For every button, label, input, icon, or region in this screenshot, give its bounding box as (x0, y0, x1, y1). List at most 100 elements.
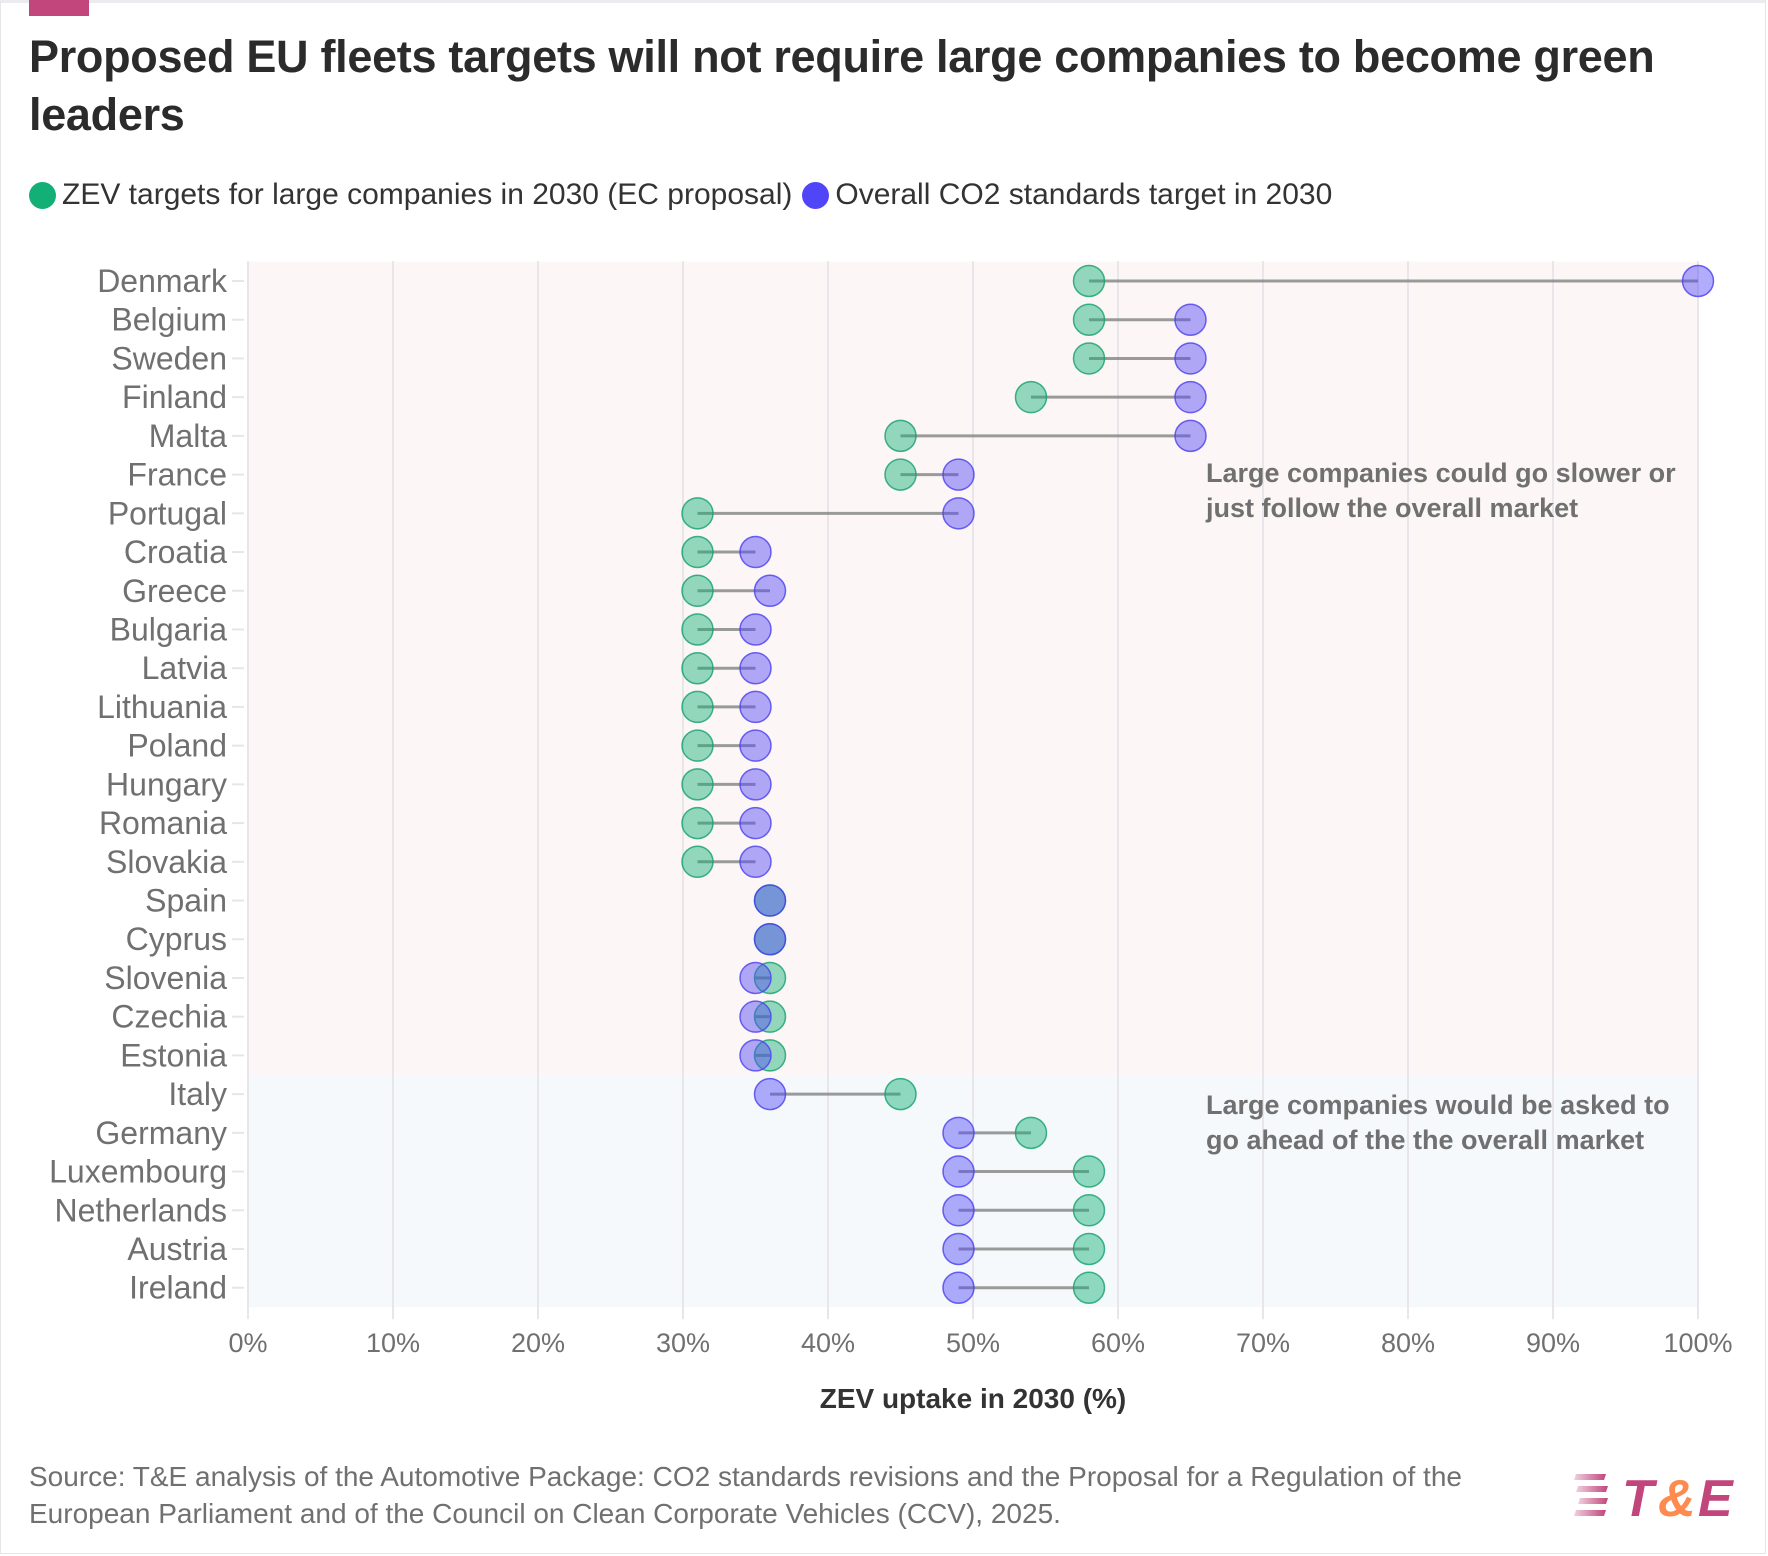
legend-label-zev: ZEV targets for large companies in 2030 … (62, 178, 793, 211)
legend-label-co2: Overall CO2 standards target in 2030 (835, 178, 1333, 211)
legend: ZEV targets for large companies in 2030 … (29, 178, 1342, 212)
zev-target-point (681, 497, 714, 530)
source-note: Source: T&E analysis of the Automotive P… (29, 1461, 1462, 1529)
x-tick-label: 0% (228, 1328, 267, 1358)
co2-target-point (753, 1077, 787, 1111)
legend-dot-zev-icon (29, 181, 56, 209)
zev-target-point (753, 961, 787, 995)
annotation-line: just follow the overall market (1205, 493, 1578, 523)
zev-target-point (1072, 1194, 1106, 1227)
x-axis-labels: 0% 10% 20% 30% 40% 50% 60% 70% 80% 90% 100% (228, 1328, 1732, 1358)
y-tick-label: Lithuania (97, 689, 227, 725)
y-tick-label: Czechia (111, 999, 227, 1035)
co2-target-point (942, 1155, 975, 1188)
zev-target-point (1014, 1116, 1048, 1150)
chart-title: Proposed EU fleets targets will not requ… (29, 31, 1655, 140)
zev-target-point (753, 1039, 787, 1072)
co2-target-point (739, 613, 772, 646)
co2-target-point (739, 768, 772, 801)
annotations: Large companies could go slower or just f… (1205, 458, 1676, 1155)
y-tick-label: Belgium (111, 302, 227, 338)
x-tick-label: 20% (511, 1328, 565, 1358)
co2-target-point (753, 922, 787, 956)
zev-target-point (884, 458, 917, 491)
y-tick-label: Austria (127, 1231, 227, 1267)
y-tick-label: Poland (127, 728, 227, 764)
x-tick-label: 30% (656, 1328, 710, 1358)
connector-lines (697, 279, 1698, 1290)
legend-item-co2[interactable]: Overall CO2 standards target in 2030 (802, 178, 1332, 212)
y-tick-label: Malta (149, 418, 227, 454)
y-tick-label: Estonia (120, 1037, 227, 1073)
co2-target-point (753, 884, 787, 917)
zev-target-point (1072, 1155, 1106, 1188)
y-tick-label: Ireland (129, 1270, 227, 1306)
co2-target-point (942, 1271, 975, 1304)
y-tick-label: Romania (99, 805, 227, 841)
region-annotation: Large companies would be asked to go ahea… (1206, 1090, 1670, 1155)
zev-target-point (1072, 1232, 1106, 1266)
zev-target-point (681, 768, 714, 801)
x-tick-label: 100% (1663, 1328, 1732, 1358)
y-tick-label: Germany (95, 1115, 227, 1151)
y-tick-label: Hungary (106, 766, 227, 802)
y-tick-label: Italy (168, 1076, 227, 1112)
co2-target-point (1174, 419, 1207, 453)
y-tick-label: Slovakia (106, 844, 227, 880)
y-tick-label: Cyprus (126, 921, 227, 957)
legend-item-zev[interactable]: ZEV targets for large companies in 2030 … (29, 178, 792, 212)
zev-target-point (1072, 1271, 1106, 1304)
zev-target-point (681, 845, 714, 879)
y-tick-label: Netherlands (54, 1192, 227, 1228)
co2-target-point (739, 845, 772, 879)
y-tick-label: Denmark (97, 263, 228, 299)
annotation-line: Large companies would be asked to (1206, 1090, 1670, 1120)
zev-target-point (681, 574, 714, 608)
zev-target-point (681, 613, 714, 646)
zev-target-point (1014, 380, 1048, 414)
co2-target-point (739, 729, 772, 762)
co2-target-point (739, 806, 772, 840)
co2-target-point (739, 961, 772, 995)
y-tick-label: Finland (122, 379, 227, 415)
accent-bar (29, 0, 89, 16)
zev-target-point (1072, 303, 1106, 336)
y-tick-label: Sweden (111, 340, 227, 376)
co2-target-point (1174, 380, 1207, 414)
x-axis-title: ZEV uptake in 2030 (%) (820, 1383, 1127, 1414)
x-tick-label: 90% (1526, 1328, 1580, 1358)
te-logo[interactable]: T & E (1574, 1466, 1754, 1522)
zev-target-point (884, 419, 917, 453)
zev-target-point (1072, 264, 1106, 298)
co2-target-point (942, 1194, 975, 1227)
y-tick-label: Portugal (108, 495, 227, 531)
co2-target-point (1174, 342, 1207, 375)
logo-e: E (1698, 1470, 1734, 1522)
co2-target-point (739, 1039, 772, 1072)
y-tick-label: Greece (122, 573, 227, 609)
co2-target-point (739, 690, 772, 724)
annotation-line: Large companies could go slower or (1206, 458, 1676, 488)
logo-stripes-icon (1574, 1474, 1608, 1516)
zev-target-point (1072, 342, 1106, 375)
co2-target-point (753, 574, 787, 608)
x-tick-label: 60% (1091, 1328, 1145, 1358)
x-tick-label: 40% (801, 1328, 855, 1358)
zev-target-point (753, 1000, 787, 1033)
y-tick-label: Croatia (124, 534, 227, 570)
region-annotation: Large companies could go slower or just f… (1205, 458, 1676, 523)
zev-target-point (681, 535, 714, 569)
y-tick-label: Slovenia (104, 960, 227, 996)
legend-dot-co2-icon (802, 181, 830, 209)
co2-target-point (942, 1116, 975, 1150)
logo-t: T (1622, 1470, 1658, 1522)
y-axis-labels: DenmarkBelgiumSwedenFinlandMaltaFrancePo… (49, 263, 244, 1306)
zev-target-point (681, 651, 714, 685)
y-tick-label: Luxembourg (49, 1154, 227, 1190)
y-tick-label: Bulgaria (110, 611, 228, 647)
zev-target-point (681, 729, 714, 762)
y-tick-label: Spain (145, 883, 227, 919)
co2-target-point (1174, 303, 1207, 336)
y-tick-label: France (127, 457, 227, 493)
